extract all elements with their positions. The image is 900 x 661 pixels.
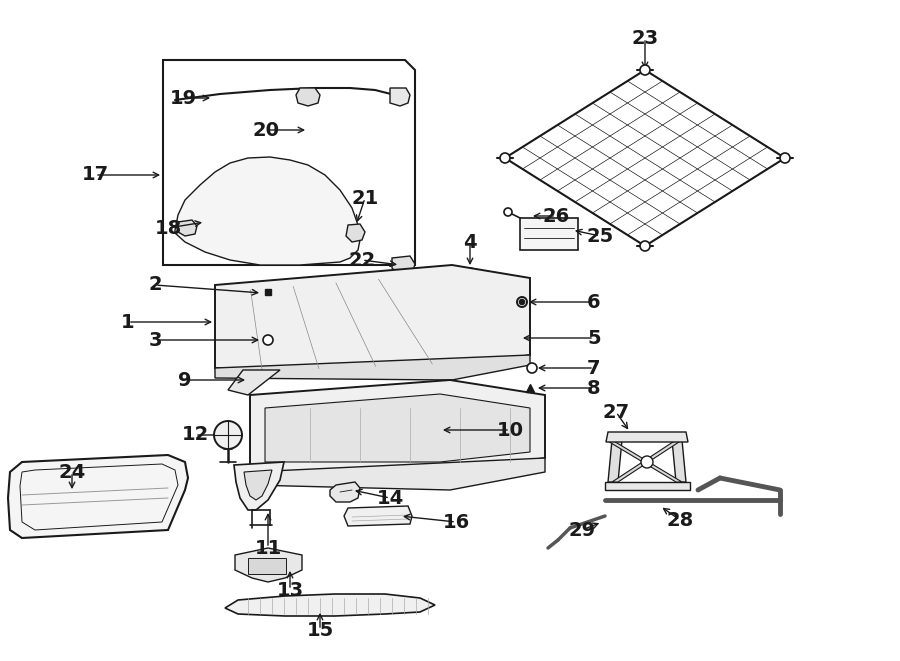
Polygon shape [225,594,435,616]
Polygon shape [215,265,530,368]
Text: 22: 22 [348,251,375,270]
Text: 7: 7 [587,358,601,377]
Polygon shape [344,506,412,526]
Polygon shape [606,432,688,442]
Circle shape [517,297,527,307]
Text: 14: 14 [376,488,403,508]
Text: 9: 9 [178,371,192,389]
Text: 25: 25 [587,227,614,245]
Circle shape [504,208,512,216]
Polygon shape [228,370,280,395]
Bar [520,218,578,250]
Polygon shape [250,380,545,472]
Text: 21: 21 [351,188,379,208]
Text: 8: 8 [587,379,601,397]
Text: 16: 16 [443,512,470,531]
Polygon shape [235,548,302,582]
Circle shape [780,153,790,163]
Text: 2: 2 [148,276,162,295]
Text: 15: 15 [306,621,334,639]
Bar [248,558,286,574]
Polygon shape [234,462,284,510]
Circle shape [640,241,650,251]
Text: 17: 17 [81,165,109,184]
Polygon shape [612,440,682,482]
Polygon shape [178,220,197,236]
Text: 11: 11 [255,539,282,557]
Text: 29: 29 [569,520,596,539]
Text: 19: 19 [169,89,196,108]
Text: 5: 5 [587,329,601,348]
Polygon shape [455,268,478,286]
Text: 18: 18 [155,219,182,237]
Polygon shape [175,157,360,265]
Text: 4: 4 [464,233,477,251]
Text: 28: 28 [666,510,694,529]
Circle shape [527,363,537,373]
Circle shape [263,335,273,345]
Polygon shape [215,355,530,380]
Text: 3: 3 [148,330,162,350]
Polygon shape [606,440,682,482]
Text: 12: 12 [182,426,209,444]
Polygon shape [250,458,545,490]
Polygon shape [390,88,410,106]
Polygon shape [392,256,415,276]
Text: 23: 23 [632,28,659,48]
Polygon shape [8,455,188,538]
Circle shape [640,65,650,75]
Polygon shape [605,482,690,490]
Polygon shape [608,440,622,482]
Polygon shape [265,394,530,462]
Polygon shape [672,440,686,482]
Text: 13: 13 [276,580,303,600]
Circle shape [641,456,653,468]
Text: 6: 6 [587,293,601,311]
Text: 20: 20 [253,120,280,139]
Circle shape [214,421,242,449]
Circle shape [519,299,525,305]
Text: 10: 10 [497,420,524,440]
Polygon shape [346,224,365,242]
Circle shape [500,153,510,163]
Polygon shape [244,470,272,500]
Polygon shape [330,482,360,502]
Text: 27: 27 [602,403,630,422]
Text: 26: 26 [543,206,570,225]
Polygon shape [296,88,320,106]
Text: 24: 24 [58,463,86,481]
Text: 1: 1 [122,313,135,332]
